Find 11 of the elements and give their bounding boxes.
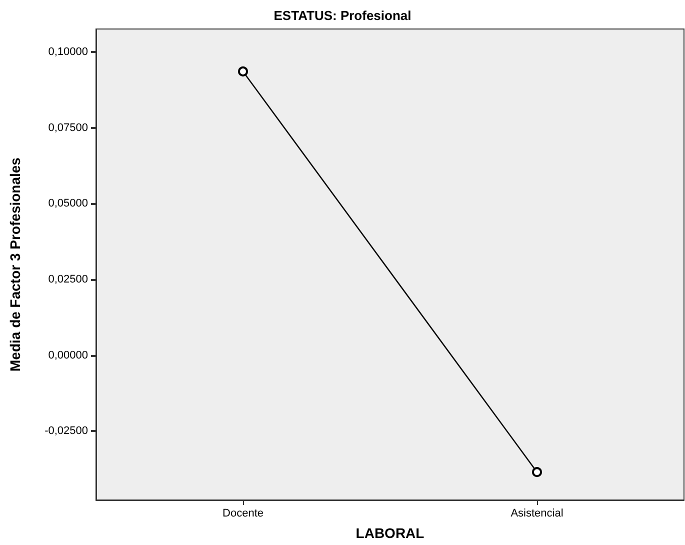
y-tick-label: 0,10000 [48, 46, 88, 58]
x-tick-label: Asistencial [510, 508, 564, 520]
y-tick-label: 0,00000 [48, 349, 88, 362]
x-axis-title: LABORAL [356, 525, 425, 541]
y-tick-label: -0,02500 [44, 425, 88, 438]
y-tick-label: 0,02500 [48, 274, 88, 286]
y-tick-label: 0,07500 [48, 122, 88, 134]
x-tick-label: Docente [222, 508, 264, 520]
chart-title: ESTATUS: Profesional [274, 8, 412, 23]
y-tick-label: 0,05000 [48, 198, 88, 210]
y-axis-title: Media de Factor 3 Profesionales [7, 157, 23, 372]
